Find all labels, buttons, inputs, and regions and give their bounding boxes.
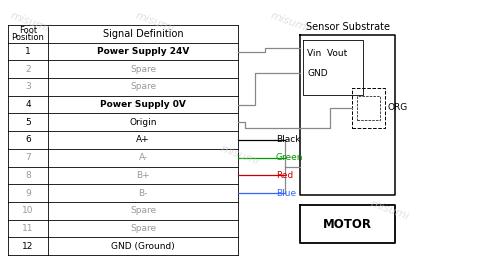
Text: Vin  Vout: Vin Vout (307, 48, 347, 57)
Text: Signal Definition: Signal Definition (103, 29, 183, 39)
Text: B-: B- (138, 189, 148, 198)
Text: Power Supply 0V: Power Supply 0V (100, 100, 186, 109)
Text: Power Supply 24V: Power Supply 24V (97, 47, 189, 56)
Bar (357, 96, 380, 120)
Text: Blue: Blue (276, 189, 296, 198)
Text: 10: 10 (22, 206, 34, 215)
Text: GND (Ground): GND (Ground) (111, 242, 175, 251)
Text: Black: Black (276, 135, 300, 145)
Text: 4: 4 (25, 100, 31, 109)
Text: Spare: Spare (130, 206, 156, 215)
Text: 9: 9 (25, 189, 31, 198)
Text: 12: 12 (22, 242, 34, 251)
Text: misumi: misumi (219, 143, 261, 167)
Text: Foot: Foot (19, 26, 37, 35)
Text: Spare: Spare (130, 224, 156, 233)
Text: 8: 8 (25, 171, 31, 180)
Text: 7: 7 (25, 153, 31, 162)
Text: 2: 2 (25, 65, 31, 74)
Text: 3: 3 (25, 83, 31, 91)
Text: A-: A- (139, 153, 148, 162)
Text: Spare: Spare (130, 83, 156, 91)
Text: Green: Green (276, 153, 303, 162)
Text: 5: 5 (25, 118, 31, 127)
Text: misumi: misumi (9, 10, 51, 34)
Text: misumi: misumi (134, 10, 176, 34)
Text: 6: 6 (25, 135, 31, 145)
Text: 1: 1 (25, 47, 31, 56)
Text: Spare: Spare (130, 65, 156, 74)
Text: MOTOR: MOTOR (323, 217, 372, 231)
Text: GND: GND (307, 68, 328, 78)
Text: misumi: misumi (369, 198, 411, 222)
Text: ORG: ORG (388, 103, 408, 112)
Text: Sensor Substrate: Sensor Substrate (305, 22, 390, 32)
Text: B+: B+ (136, 171, 150, 180)
Text: Red: Red (276, 171, 293, 180)
Text: Origin: Origin (129, 118, 157, 127)
Bar (352, 88, 385, 128)
Text: 11: 11 (22, 224, 34, 233)
Text: Position: Position (12, 33, 44, 42)
Text: misumi: misumi (269, 10, 311, 34)
Text: A+: A+ (136, 135, 150, 145)
